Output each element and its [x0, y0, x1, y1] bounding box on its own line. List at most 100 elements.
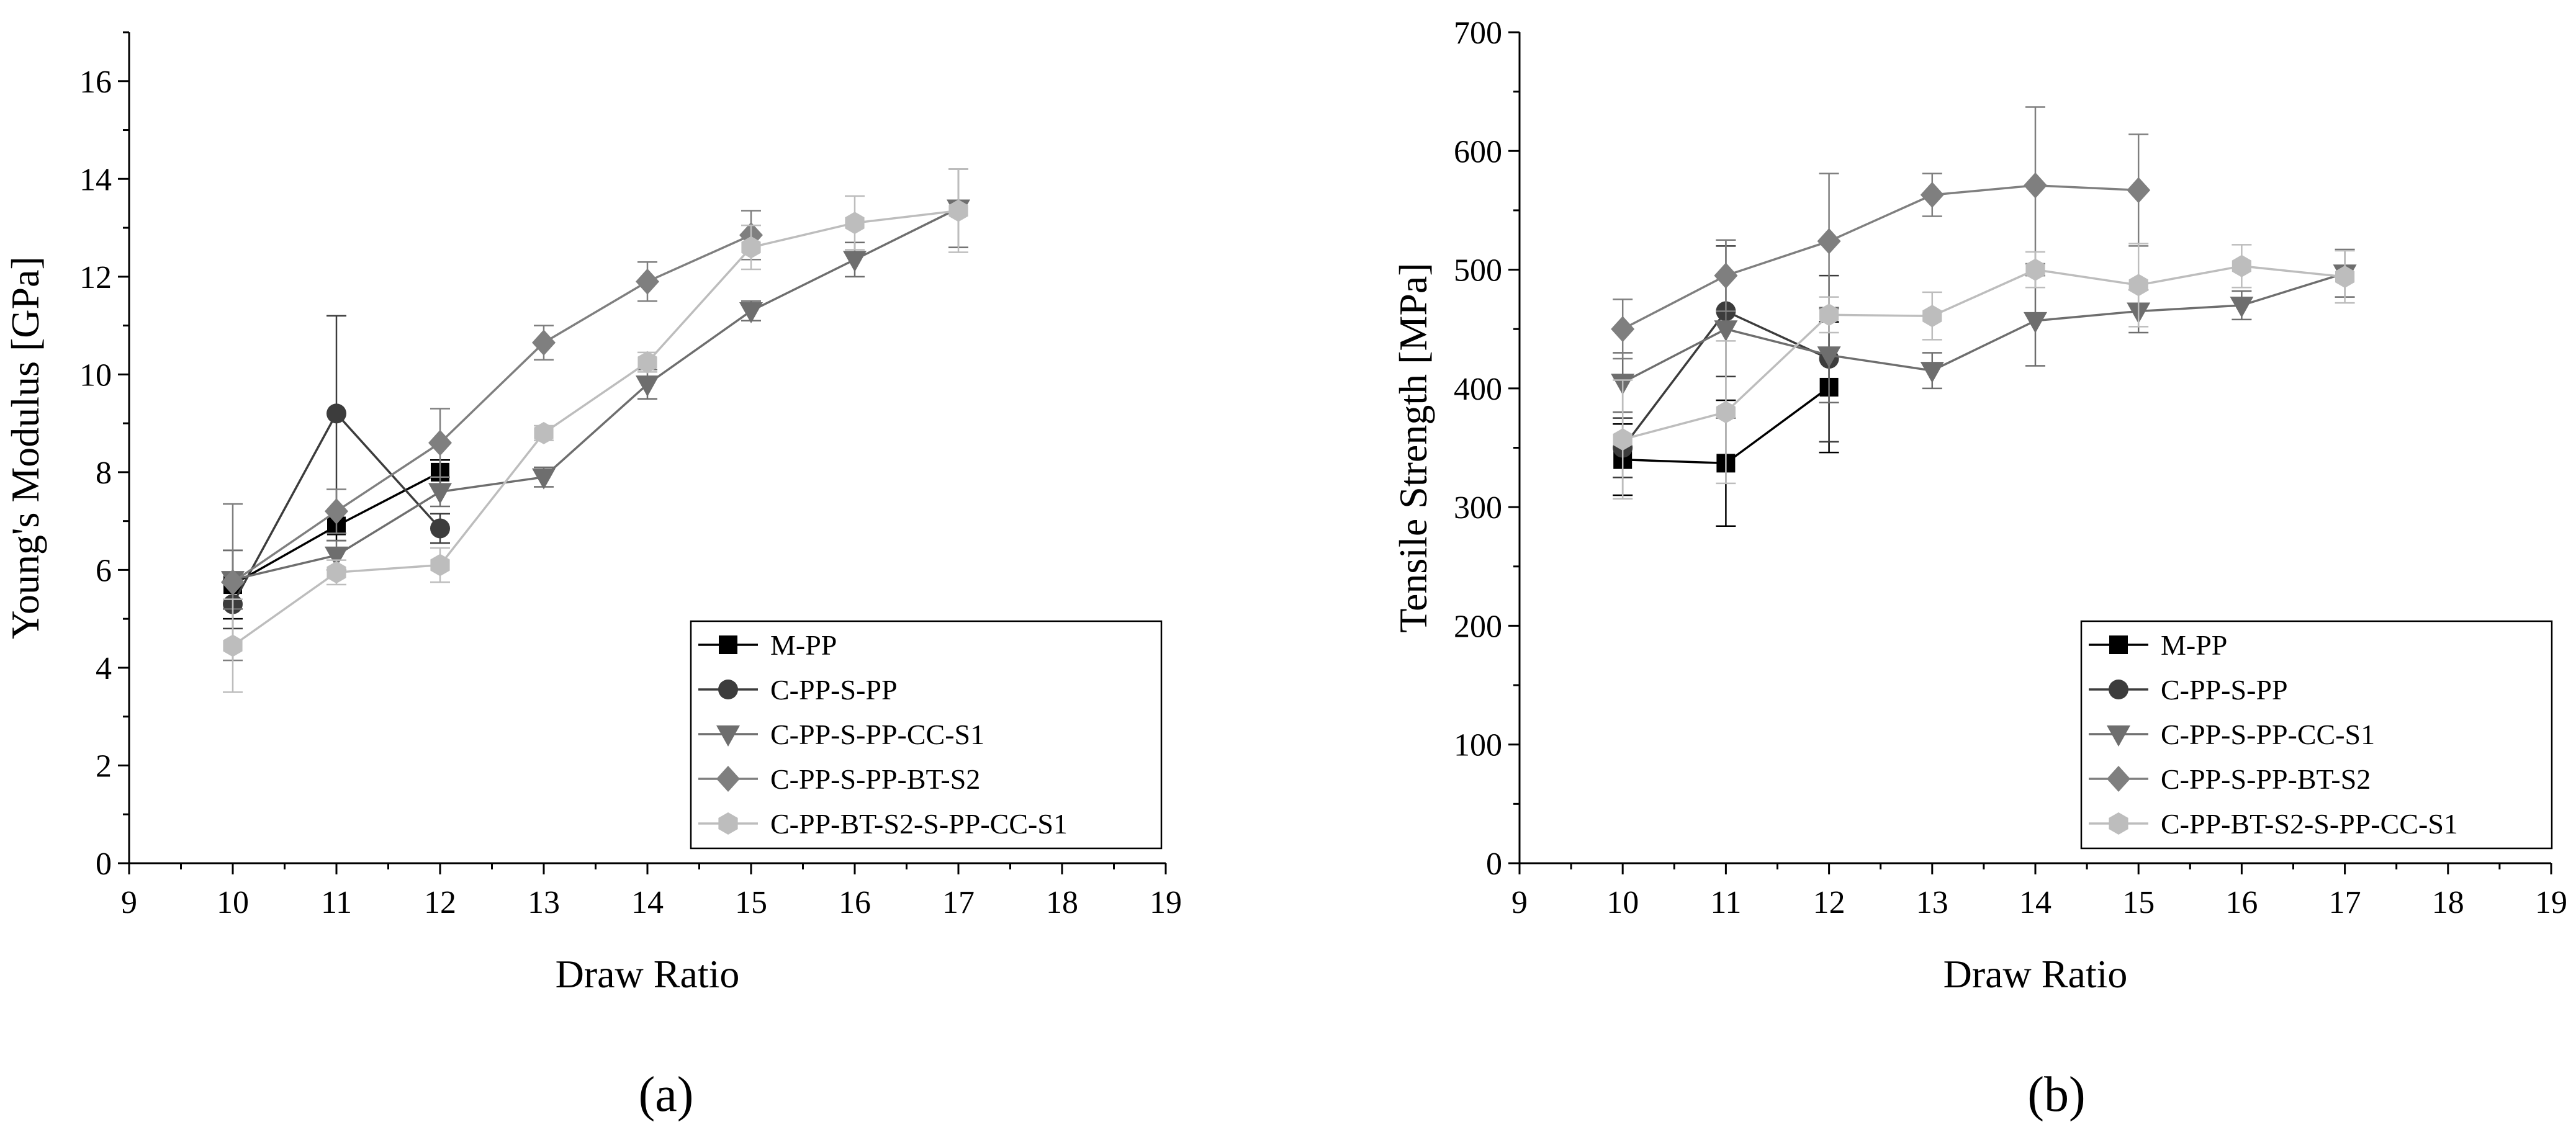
data-point: [1920, 362, 1944, 384]
data-point: [1611, 316, 1635, 343]
y-axis-title: Young's Modulus [GPa]: [3, 256, 47, 639]
x-tick-label: 14: [2019, 885, 2051, 920]
y-tick-label: 4: [96, 651, 112, 686]
legend-label: C-PP-BT-S2-S-PP-CC-S1: [770, 808, 1068, 840]
y-axis-title: Tensile Strength [MPa]: [1391, 263, 1435, 632]
data-point: [2335, 266, 2355, 288]
x-tick-label: 13: [1916, 885, 1948, 920]
y-tick-label: 600: [1454, 134, 1502, 169]
series-line: [232, 209, 959, 647]
y-tick-label: 500: [1454, 253, 1502, 289]
x-tick-label: 11: [1710, 885, 1741, 920]
data-point: [1819, 303, 1839, 326]
data-point: [428, 483, 452, 505]
legend-marker: [719, 635, 737, 654]
series-line: [1622, 272, 2346, 384]
y-tick-label: 300: [1454, 490, 1502, 526]
legend-marker: [2109, 812, 2128, 835]
y-tick-label: 8: [96, 456, 112, 491]
data-point: [2127, 177, 2151, 204]
data-point: [637, 351, 657, 374]
x-tick-label: 9: [121, 885, 137, 920]
legend-box: [2080, 620, 2553, 850]
x-tick-label: 17: [2329, 885, 2361, 920]
data-point: [1817, 228, 1841, 254]
data-point: [2230, 296, 2254, 318]
data-point: [741, 236, 761, 259]
y-tick-label: 0: [96, 846, 112, 882]
y-tick-label: 16: [79, 65, 112, 100]
x-tick-label: 19: [1150, 885, 1182, 920]
data-point: [2231, 254, 2251, 277]
y-tick-label: 700: [1454, 16, 1502, 51]
legend-marker: [2109, 680, 2128, 699]
series-line: [232, 234, 752, 583]
legend-label: C-PP-S-PP: [2161, 674, 2288, 706]
data-point: [327, 561, 346, 584]
x-axis-title: Draw Ratio: [556, 952, 740, 996]
data-point: [636, 268, 659, 295]
data-point: [2128, 274, 2148, 297]
data-point: [223, 634, 243, 657]
legend-marker: [2107, 766, 2130, 792]
legend-label: C-PP-S-PP: [770, 674, 898, 706]
data-point: [534, 421, 554, 444]
data-point: [1716, 401, 1736, 424]
data-point: [636, 375, 659, 397]
data-point: [428, 429, 452, 456]
legend-label: M-PP: [770, 629, 837, 661]
panel-label: (a): [639, 1067, 694, 1122]
x-axis-title: Draw Ratio: [1943, 952, 2128, 996]
y-tick-label: 14: [79, 162, 112, 197]
data-point: [2025, 258, 2045, 281]
x-tick-label: 15: [2122, 885, 2155, 920]
y-tick-label: 12: [79, 260, 112, 295]
data-point: [2024, 172, 2047, 199]
x-tick-label: 10: [1606, 885, 1639, 920]
data-point: [739, 302, 763, 323]
series-line: [1622, 184, 2139, 330]
x-tick-label: 9: [1511, 885, 1528, 920]
x-tick-label: 17: [942, 885, 975, 920]
series-c-pp-s-pp-bt-s2: [1611, 106, 2151, 360]
x-tick-label: 11: [321, 885, 352, 920]
x-tick-label: 10: [217, 885, 249, 920]
x-tick-label: 14: [631, 885, 664, 920]
legend-label: C-PP-S-PP-CC-S1: [2161, 719, 2375, 750]
data-point: [1922, 305, 1942, 328]
legend: M-PP C-PP-S-PP C-PP-S-PP-CC-S1 C-PP-S-PP-BT…: [2080, 620, 2553, 850]
series-line: [232, 207, 959, 581]
legend-label: C-PP-S-PP-CC-S1: [770, 719, 984, 750]
series-c-pp-s-pp-bt-s2: [221, 210, 763, 662]
legend-label: C-PP-S-PP-BT-S2: [2161, 763, 2371, 795]
legend-marker: [718, 812, 738, 835]
legend-marker: [718, 680, 738, 699]
data-point: [845, 212, 865, 235]
x-tick-label: 12: [424, 885, 456, 920]
legend-label: C-PP-S-PP-BT-S2: [770, 763, 980, 795]
x-tick-label: 15: [735, 885, 767, 920]
series-c-pp-bt-s2-s-pp-cc-s1: [223, 168, 968, 693]
x-tick-label: 12: [1813, 885, 1845, 920]
y-tick-label: 100: [1454, 728, 1502, 763]
data-point: [2024, 312, 2047, 333]
series-c-pp-bt-s2-s-pp-cc-s1: [1613, 243, 2355, 500]
data-point: [327, 403, 346, 424]
series-c-pp-s-pp-cc-s1: [221, 168, 970, 610]
x-tick-label: 18: [1046, 885, 1078, 920]
x-tick-label: 16: [2225, 885, 2258, 920]
legend-marker: [716, 725, 740, 747]
x-tick-label: 16: [839, 885, 871, 920]
x-tick-label: 18: [2432, 885, 2464, 920]
legend-box: [690, 620, 1163, 850]
legend-label: M-PP: [2161, 629, 2227, 661]
y-tick-label: 0: [1486, 846, 1502, 882]
y-tick-label: 400: [1454, 372, 1502, 407]
panel-label: (b): [2027, 1067, 2085, 1122]
data-point: [948, 199, 968, 222]
data-point: [325, 546, 348, 568]
chart-panel-a: 9 10 11 12 13 14 15 16 17 18 19 0 2 4 6 8 10 12 14 16 Draw R…: [3, 31, 1182, 1122]
legend-label: C-PP-BT-S2-S-PP-CC-S1: [2161, 808, 2458, 840]
y-tick-label: 200: [1454, 609, 1502, 644]
